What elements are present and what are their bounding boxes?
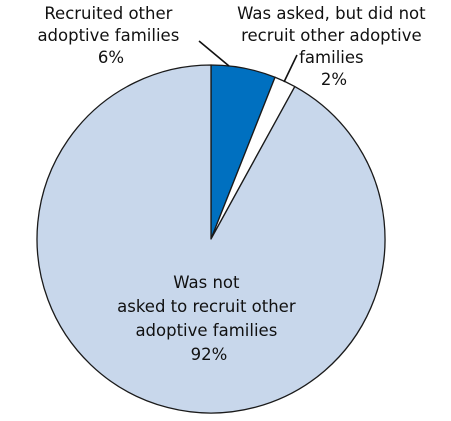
leader-line-asked <box>283 54 298 83</box>
slice-label-recruited: Recruited other adoptive families 6% <box>37 4 184 67</box>
leader-lines <box>198 40 298 83</box>
pie-slice-not-asked <box>36 64 386 414</box>
slice-labels: Recruited other adoptive families 6% Was… <box>37 4 431 364</box>
slice-label-not-asked: Was not asked to recruit other adoptive … <box>117 273 301 364</box>
pie-slices <box>36 64 386 414</box>
leader-line-recruited <box>198 40 230 67</box>
slice-label-asked: Was asked, but did not recruit other ado… <box>237 4 431 89</box>
